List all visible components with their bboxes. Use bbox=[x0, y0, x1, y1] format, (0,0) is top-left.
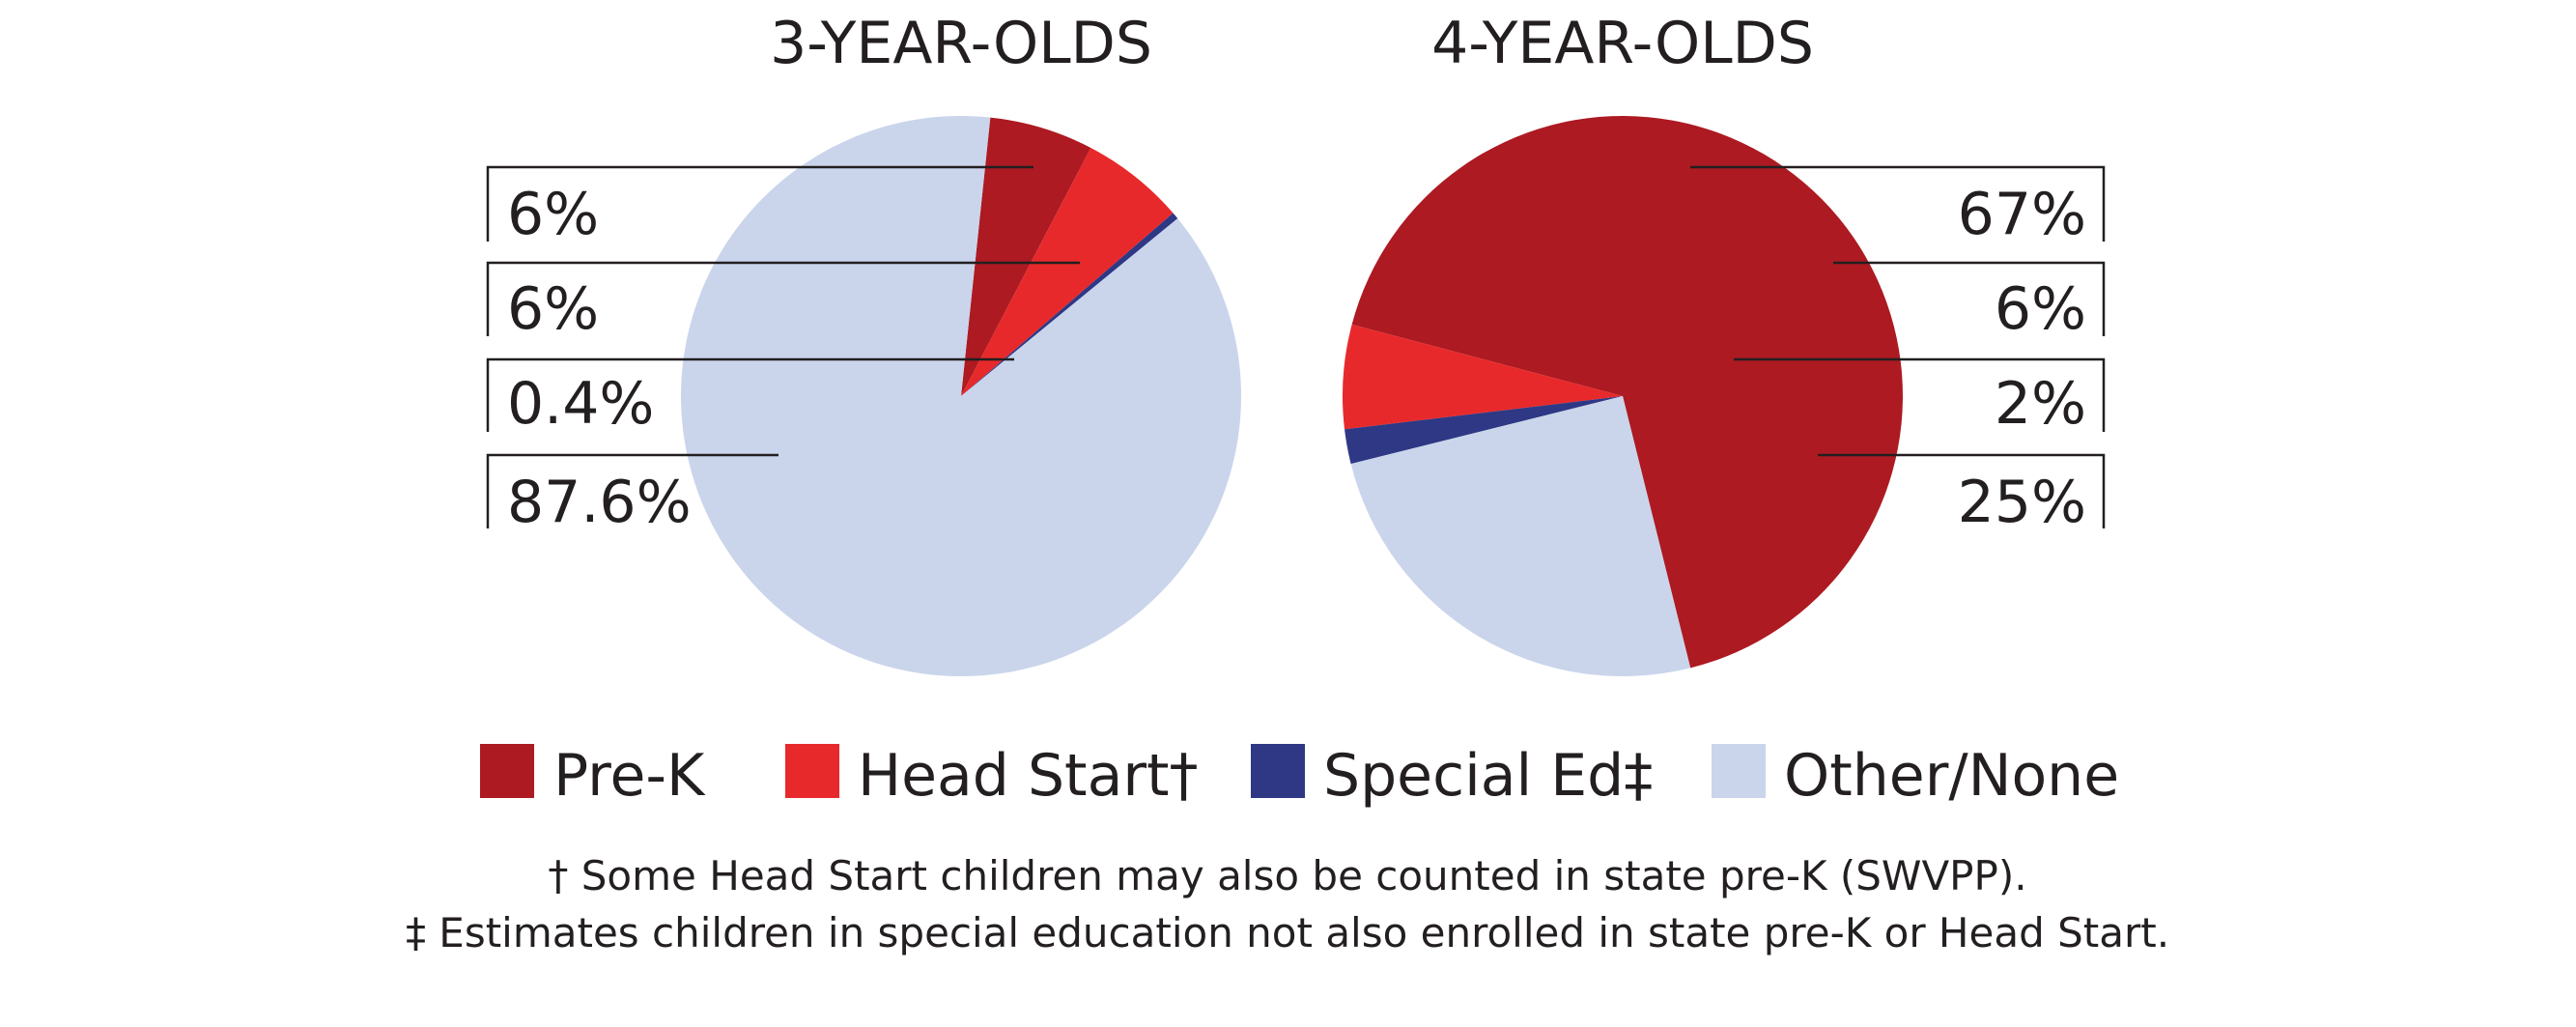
pie-slice-special-ed-3 bbox=[961, 213, 1178, 396]
leader-line-other-3 bbox=[486, 453, 778, 528]
data-label-special-ed-3: 0.4% bbox=[507, 370, 654, 438]
data-label-other-4: 25% bbox=[1958, 469, 2086, 536]
leader-lines-4-year-olds bbox=[1690, 165, 2106, 528]
leader-line-other-4 bbox=[1818, 453, 2106, 528]
legend-swatch-head-start bbox=[785, 744, 839, 798]
pie-4-year-olds bbox=[1342, 116, 1903, 677]
pie-slice-other-none-4 bbox=[1350, 396, 1691, 677]
legend-swatch-pre-k bbox=[480, 744, 534, 798]
legend-swatch-special-ed bbox=[1251, 744, 1305, 798]
chart-title-4-year-olds: 4-YEAR-OLDS bbox=[1431, 10, 1814, 77]
pie-3-year-olds bbox=[681, 116, 1242, 677]
data-label-special-ed-4: 2% bbox=[1995, 370, 2086, 438]
leader-line-pre-k-4 bbox=[1690, 165, 2106, 242]
footnote-head-start: † Some Head Start children may also be c… bbox=[548, 852, 2026, 899]
leader-line-pre-k-3 bbox=[486, 165, 1033, 242]
data-label-pre-k-3: 6% bbox=[507, 181, 599, 248]
legend-label-pre-k: Pre-K bbox=[553, 742, 706, 810]
pie-slice-head-start-3 bbox=[961, 148, 1174, 396]
data-label-head-start-3: 6% bbox=[507, 275, 599, 343]
pie-slice-other-none-3 bbox=[681, 116, 1242, 677]
data-label-head-start-4: 6% bbox=[1995, 275, 2086, 343]
footnote-special-ed: ‡ Estimates children in special educatio… bbox=[406, 909, 2169, 956]
leader-line-head-start-3 bbox=[486, 261, 1080, 336]
pie-slice-pre-k-3 bbox=[961, 117, 1091, 396]
data-label-other-3: 87.6% bbox=[507, 469, 692, 536]
leader-line-special-ed-3 bbox=[486, 357, 1014, 432]
legend-label-other-none: Other/None bbox=[1784, 742, 2119, 810]
leader-line-head-start-4 bbox=[1833, 261, 2106, 336]
legend-label-special-ed: Special Ed‡ bbox=[1323, 742, 1653, 810]
leader-line-special-ed-4 bbox=[1734, 357, 2106, 432]
pie-slice-special-ed-4 bbox=[1345, 396, 1623, 465]
data-label-pre-k-4: 67% bbox=[1958, 181, 2086, 248]
legend: Pre-K Head Start† Special Ed‡ Other/None bbox=[480, 742, 2119, 810]
legend-label-head-start: Head Start† bbox=[858, 742, 1199, 810]
leader-lines-3-year-olds bbox=[486, 165, 1080, 528]
legend-swatch-other-none bbox=[1712, 744, 1766, 798]
pie-slice-pre-k-4 bbox=[1351, 116, 1903, 669]
chart-title-3-year-olds: 3-YEAR-OLDS bbox=[770, 10, 1152, 77]
pie-slice-head-start-4 bbox=[1342, 324, 1623, 430]
